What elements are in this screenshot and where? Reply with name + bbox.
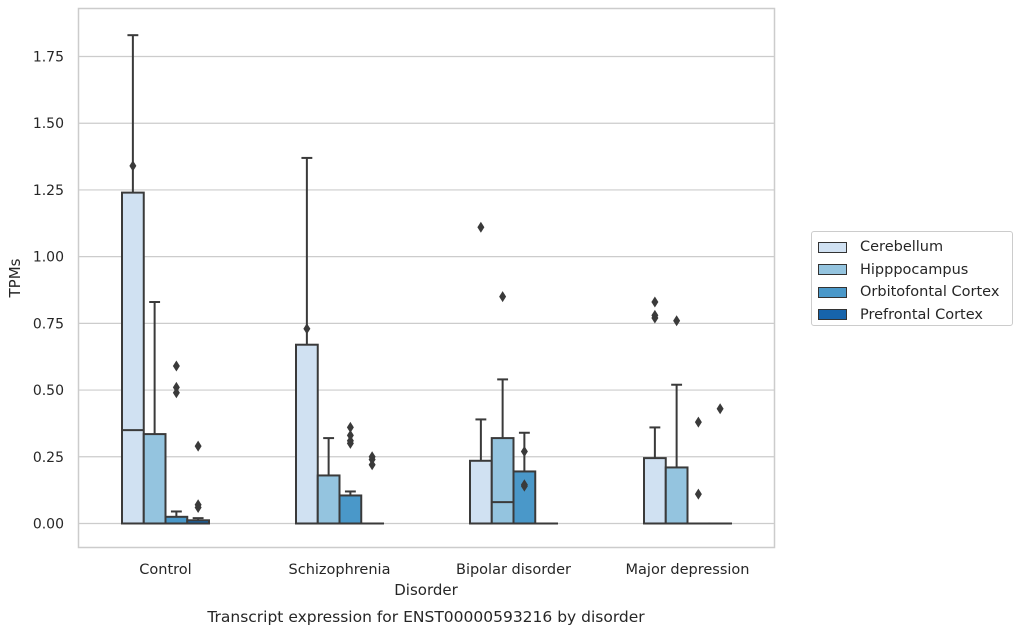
outlier-point [194, 501, 202, 513]
y-axis-ticks: 0.00 0.25 0.50 0.75 1.00 1.25 1.50 1.75 [33, 50, 64, 533]
box [490, 437, 515, 525]
legend-label: Hipppocampus [860, 261, 969, 278]
box [142, 433, 167, 525]
legend-label: Prefrontal Cortex [860, 306, 983, 323]
legend-swatch-orbitofrontal-cortex [818, 286, 847, 298]
outlier-point [694, 416, 702, 428]
box [512, 470, 537, 525]
box [664, 466, 689, 525]
box [316, 474, 341, 525]
outlier-point [172, 360, 180, 372]
box [164, 515, 189, 525]
legend-item-orbitofrontal-cortex: Orbitofontal Cortex [818, 281, 1012, 304]
y-tick-label: 0.75 [33, 316, 64, 332]
legend-swatch-prefrontal-cortex [818, 309, 847, 321]
plot-frame [77, 7, 776, 549]
legend-item-cerebellum: Cerebellum [818, 236, 1012, 259]
outlier-point [303, 323, 311, 335]
legend-item-prefrontal-cortex: Prefrontal Cortex [818, 304, 1012, 327]
outlier-point [694, 488, 702, 500]
legend-label: Cerebellum [860, 239, 944, 256]
legend: Cerebellum Hipppocampus Orbitofontal Cor… [811, 231, 1013, 326]
x-axis-ticks: Control Schizophrenia Bipolar disorder Majo… [139, 562, 749, 578]
outlier-point [477, 221, 485, 233]
outlier-point [194, 440, 202, 452]
box [295, 343, 319, 525]
box [469, 459, 493, 525]
box [643, 457, 667, 525]
y-tick-label: 1.25 [33, 183, 64, 199]
outlier-point [129, 160, 137, 172]
x-tick-label: Schizophrenia [289, 562, 391, 578]
y-axis-label: TPMs [6, 258, 24, 298]
x-axis-label: Disorder [394, 581, 458, 599]
outlier-point [172, 387, 180, 399]
y-tick-label: 0.50 [33, 383, 64, 399]
outlier-point [346, 421, 354, 433]
outlier-point [368, 459, 376, 471]
y-tick-label: 1.00 [33, 250, 64, 266]
outlier-point [716, 403, 724, 415]
outlier-point [651, 312, 659, 324]
legend-label: Orbitofontal Cortex [860, 284, 1000, 301]
box [121, 191, 145, 525]
outlier-point [499, 291, 507, 303]
outlier-point [651, 296, 659, 308]
outlier-point [346, 437, 354, 449]
y-tick-label: 0.00 [33, 516, 64, 532]
x-tick-label: Major depression [626, 562, 750, 578]
outlier-point [520, 480, 528, 492]
y-tick-label: 1.50 [33, 116, 64, 132]
y-tick-label: 0.25 [33, 450, 64, 466]
chart-title: Transcript expression for ENST0000059321… [206, 608, 645, 626]
x-tick-label: Control [139, 562, 191, 578]
legend-swatch-cerebellum [818, 241, 847, 253]
y-tick-label: 1.75 [33, 50, 64, 66]
outlier-point [520, 445, 528, 457]
box-marks [121, 34, 732, 525]
gridlines [78, 55, 775, 525]
legend-swatch-hippocampus [818, 264, 847, 276]
box [338, 494, 363, 525]
outlier-point [673, 315, 681, 327]
x-tick-label: Bipolar disorder [456, 562, 571, 578]
legend-item-hippocampus: Hipppocampus [818, 259, 1012, 282]
